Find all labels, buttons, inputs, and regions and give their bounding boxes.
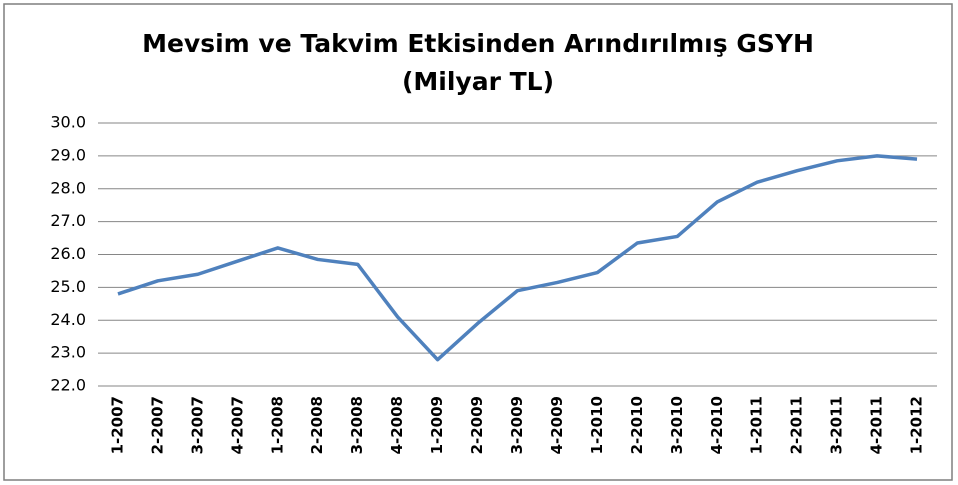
x-tick-label: 3-2010 <box>668 396 686 454</box>
x-tick-label: 2-2007 <box>148 396 166 454</box>
data-line <box>117 154 918 362</box>
x-tick-label: 3-2011 <box>828 396 846 454</box>
x-tick-label: 3-2009 <box>508 396 526 454</box>
x-tick-label: 2-2008 <box>308 396 326 454</box>
x-tick-label: 4-2007 <box>228 396 246 454</box>
chart-subtitle: (Milyar TL) <box>402 67 554 96</box>
y-tick-label: 28.0 <box>50 178 86 197</box>
x-tick-label: 3-2008 <box>348 396 366 454</box>
y-tick-label: 24.0 <box>50 310 86 329</box>
x-tick-label: 2-2011 <box>788 396 806 454</box>
chart-title: Mevsim ve Takvim Etkisinden Arındırılmış… <box>142 29 814 58</box>
x-tick-label: 1-2007 <box>108 396 126 454</box>
y-tick-label: 26.0 <box>50 244 86 263</box>
x-tick-label: 4-2011 <box>868 396 886 454</box>
chart-frame <box>3 3 953 481</box>
x-tick-label: 1-2010 <box>588 396 606 454</box>
x-tick-label: 1-2011 <box>748 396 766 454</box>
y-tick-label: 25.0 <box>50 277 86 296</box>
y-tick-label: 22.0 <box>50 376 86 395</box>
x-tick-label: 3-2007 <box>188 396 206 454</box>
x-tick-label: 1-2008 <box>268 396 286 454</box>
x-tick-label: 1-2009 <box>428 396 446 454</box>
y-tick-label: 29.0 <box>50 145 86 164</box>
x-tick-label: 2-2010 <box>628 396 646 454</box>
x-tick-label: 1-2012 <box>908 396 926 454</box>
x-tick-label: 2-2009 <box>468 396 486 454</box>
y-tick-label: 27.0 <box>50 211 86 230</box>
x-tick-label: 4-2008 <box>388 396 406 454</box>
y-tick-label: 30.0 <box>50 113 86 132</box>
x-tick-label: 4-2009 <box>548 396 566 454</box>
x-tick-label: 4-2010 <box>708 396 726 454</box>
y-tick-label: 23.0 <box>50 343 86 362</box>
